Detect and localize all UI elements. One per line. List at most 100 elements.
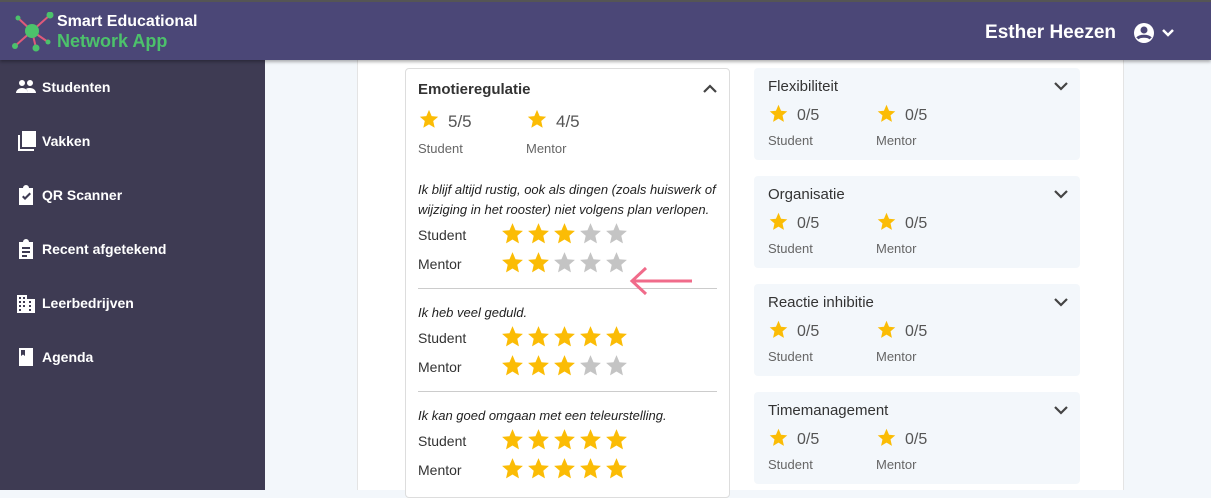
star-filled-icon[interactable] bbox=[604, 456, 629, 484]
student-label: Student bbox=[768, 241, 813, 256]
chevron-down-icon[interactable] bbox=[1054, 294, 1068, 312]
chevron-down-icon[interactable] bbox=[1054, 186, 1068, 204]
star-filled-icon[interactable] bbox=[578, 324, 603, 352]
rating-label: Mentor bbox=[418, 255, 462, 272]
app-subtitle: Network App bbox=[57, 31, 168, 51]
sidebar-item-studenten[interactable]: Studenten bbox=[0, 60, 265, 114]
question-text: Ik heb veel geduld. bbox=[418, 305, 528, 320]
star-empty-icon[interactable] bbox=[604, 353, 629, 381]
student-label: Student bbox=[768, 133, 813, 148]
star-filled-icon[interactable] bbox=[526, 427, 551, 455]
sidebar-item-label: Leerbedrijven bbox=[42, 295, 134, 311]
star-filled-icon[interactable] bbox=[552, 324, 577, 352]
clipboard-list-icon bbox=[19, 239, 33, 259]
user-name[interactable]: Esther Heezen bbox=[985, 22, 1116, 43]
people-icon bbox=[16, 80, 36, 93]
sidebar: Studenten Vakken QR Scanner Recent afgeteke… bbox=[0, 60, 265, 490]
chevron-up-icon[interactable] bbox=[703, 81, 717, 99]
chevron-down-icon[interactable] bbox=[1054, 78, 1068, 96]
category-card-timemanagement[interactable]: Timemanagement 0/5 Student 0/5 Mentor bbox=[754, 392, 1080, 484]
star-filled-icon[interactable] bbox=[604, 324, 629, 352]
star-rating[interactable] bbox=[500, 427, 629, 455]
app-header: Smart Educational Network App Esther Hee… bbox=[0, 0, 1211, 60]
star-rating[interactable] bbox=[500, 250, 629, 278]
star-icon bbox=[876, 427, 897, 453]
rating-row: Student bbox=[418, 426, 717, 455]
sidebar-item-qr-scanner[interactable]: QR Scanner bbox=[0, 168, 265, 222]
student-score: 0/5 bbox=[797, 431, 820, 448]
star-empty-icon[interactable] bbox=[552, 250, 577, 278]
star-filled-icon[interactable] bbox=[500, 456, 525, 484]
card-title: Emotieregulatie bbox=[418, 81, 531, 98]
clipboard-check-icon bbox=[19, 185, 33, 205]
divider bbox=[418, 391, 717, 392]
star-empty-icon[interactable] bbox=[578, 221, 603, 249]
sidebar-item-leerbedrijven[interactable]: Leerbedrijven bbox=[0, 276, 265, 330]
app-title: Smart Educational bbox=[57, 13, 198, 30]
rating-row: Mentor bbox=[418, 249, 717, 278]
mentor-label: Mentor bbox=[876, 457, 917, 472]
rating-label: Student bbox=[418, 329, 467, 346]
student-score: 0/5 bbox=[797, 107, 820, 124]
rating-row: Student bbox=[418, 323, 717, 352]
star-filled-icon[interactable] bbox=[552, 456, 577, 484]
star-filled-icon[interactable] bbox=[578, 456, 603, 484]
student-score: 5/5 bbox=[448, 111, 472, 131]
star-empty-icon[interactable] bbox=[578, 353, 603, 381]
star-filled-icon[interactable] bbox=[552, 353, 577, 381]
star-icon bbox=[768, 319, 789, 345]
star-empty-icon[interactable] bbox=[578, 250, 603, 278]
star-filled-icon[interactable] bbox=[526, 221, 551, 249]
star-rating[interactable] bbox=[500, 353, 629, 381]
sidebar-item-vakken[interactable]: Vakken bbox=[0, 114, 265, 168]
star-filled-icon[interactable] bbox=[604, 427, 629, 455]
building-icon bbox=[17, 295, 35, 313]
category-card-reactie-inhibitie[interactable]: Reactie inhibitie 0/5 Student 0/5 Mentor bbox=[754, 284, 1080, 376]
student-score: 0/5 bbox=[797, 323, 820, 340]
star-filled-icon[interactable] bbox=[526, 353, 551, 381]
star-filled-icon[interactable] bbox=[500, 250, 525, 278]
star-filled-icon[interactable] bbox=[526, 250, 551, 278]
student-label: Student bbox=[768, 457, 813, 472]
star-empty-icon[interactable] bbox=[604, 250, 629, 278]
category-card-organisatie[interactable]: Organisatie 0/5 Student 0/5 Mentor bbox=[754, 176, 1080, 268]
star-rating[interactable] bbox=[500, 456, 629, 484]
category-card-flexibiliteit[interactable]: Flexibiliteit 0/5 Student 0/5 Mentor bbox=[754, 68, 1080, 160]
student-score: 0/5 bbox=[797, 215, 820, 232]
star-filled-icon[interactable] bbox=[500, 353, 525, 381]
rating-label: Student bbox=[418, 226, 467, 243]
rating-row: Mentor bbox=[418, 455, 717, 484]
mentor-label: Mentor bbox=[876, 133, 917, 148]
star-filled-icon[interactable] bbox=[552, 427, 577, 455]
star-rating[interactable] bbox=[500, 324, 629, 352]
star-rating[interactable] bbox=[500, 221, 629, 249]
mentor-score: 0/5 bbox=[905, 107, 928, 124]
sidebar-item-label: Recent afgetekend bbox=[42, 241, 167, 257]
star-filled-icon[interactable] bbox=[500, 427, 525, 455]
sidebar-item-agenda[interactable]: Agenda bbox=[0, 330, 265, 384]
star-filled-icon[interactable] bbox=[500, 324, 525, 352]
arrow-annotation-icon bbox=[629, 266, 692, 296]
mentor-score: 0/5 bbox=[905, 215, 928, 232]
star-filled-icon[interactable] bbox=[578, 427, 603, 455]
mentor-label: Mentor bbox=[876, 241, 917, 256]
card-title: Flexibiliteit bbox=[768, 78, 839, 95]
question-text: Ik blijf altijd rustig, ook als dingen (… bbox=[418, 182, 716, 217]
sidebar-item-recent-afgetekend[interactable]: Recent afgetekend bbox=[0, 222, 265, 276]
student-label: Student bbox=[768, 349, 813, 364]
category-card-emotieregulatie[interactable]: Emotieregulatie 5/5 Student 4/5 Mentor Ik … bbox=[405, 68, 730, 498]
star-filled-icon[interactable] bbox=[526, 456, 551, 484]
chevron-down-icon[interactable] bbox=[1054, 402, 1068, 420]
book-icon bbox=[19, 348, 33, 366]
star-empty-icon[interactable] bbox=[604, 221, 629, 249]
sidebar-item-label: Agenda bbox=[42, 349, 94, 365]
star-filled-icon[interactable] bbox=[526, 324, 551, 352]
sidebar-item-label: Studenten bbox=[42, 79, 111, 95]
account-menu-icon[interactable] bbox=[1133, 22, 1177, 46]
star-icon bbox=[768, 427, 789, 453]
star-filled-icon[interactable] bbox=[552, 221, 577, 249]
card-title: Reactie inhibitie bbox=[768, 294, 874, 311]
star-filled-icon[interactable] bbox=[500, 221, 525, 249]
student-label: Student bbox=[418, 141, 463, 156]
card-title: Organisatie bbox=[768, 186, 845, 203]
